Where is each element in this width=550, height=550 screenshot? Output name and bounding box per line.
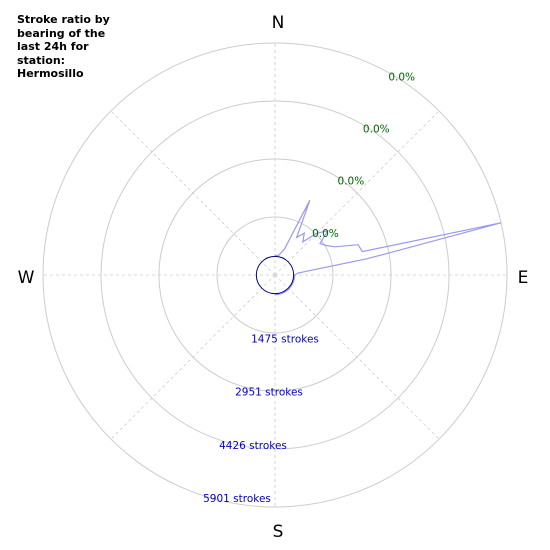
grid-spoke-135 (274, 274, 440, 440)
stroke-count-label-1: 1475 strokes (251, 333, 319, 345)
ratio-label-3: 0.0% (363, 124, 390, 136)
grid-ring-1 (216, 216, 334, 334)
ratio-label-2: 0.0% (338, 176, 365, 188)
compass-north-label: N (272, 13, 285, 33)
stroke-count-label-2: 2951 strokes (235, 387, 303, 399)
stroke-count-label-4: 5901 strokes (203, 493, 271, 505)
grid-spoke-315 (110, 110, 276, 276)
compass-west-label: W (18, 268, 35, 288)
polar-grid (42, 42, 508, 508)
grid-spoke-225 (110, 274, 276, 440)
grid-ring-4 (42, 42, 508, 508)
center-circle (255, 255, 295, 295)
grid-spoke-45 (274, 110, 440, 276)
ratio-label-1: 0.0% (312, 228, 339, 240)
ratio-label-4: 0.0% (388, 71, 415, 83)
stroke-count-label-3: 4426 strokes (219, 440, 287, 452)
compass-south-label: S (273, 522, 284, 542)
compass-east-label: E (518, 268, 529, 288)
stroke-ratio-line (274, 199, 502, 296)
stroke-count-labels: 1475 strokes 2951 strokes 4426 strokes 5901… (203, 333, 319, 505)
ratio-labels: 0.0% 0.0% 0.0% 0.0% (312, 71, 415, 239)
chart-title: Stroke ratio by bearing of the last 24h … (17, 13, 110, 80)
